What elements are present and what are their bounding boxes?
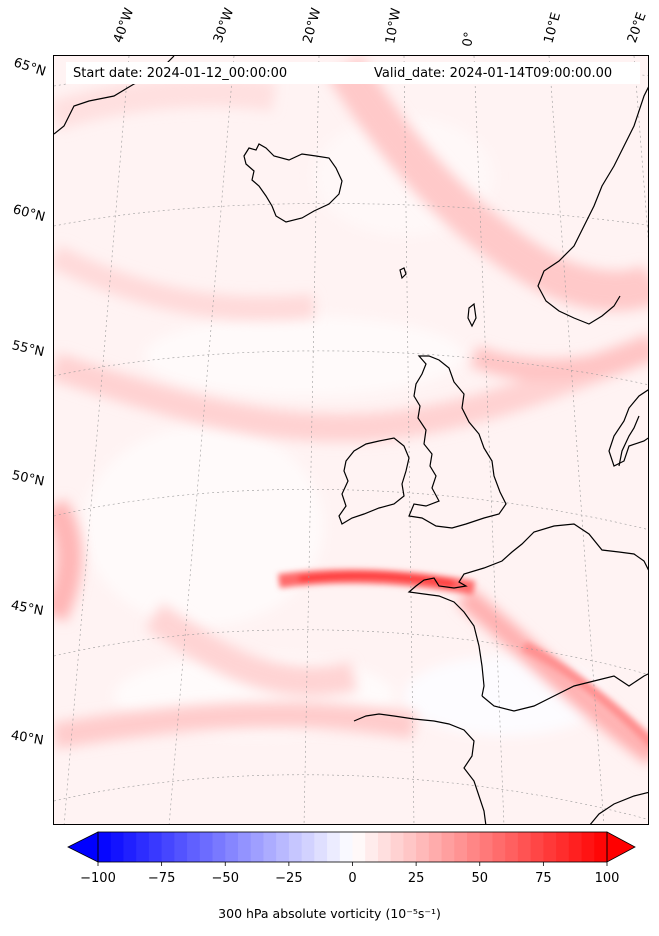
colorbar-units: (10⁻⁵s⁻¹): [385, 906, 441, 921]
colorbar-tick-label: 75: [535, 871, 552, 886]
coast-great-britain: [408, 355, 507, 529]
colorbar-cell: [428, 832, 443, 862]
start-date-label: Start date: 2024-01-12_00:00:00: [73, 66, 288, 81]
coast-iberia: [353, 713, 487, 824]
colorbar-tick-label: 25: [407, 871, 425, 886]
colorbar-cell: [263, 832, 277, 862]
colorbar-cell: [594, 832, 608, 862]
colorbar-cell: [187, 832, 201, 862]
colorbar-title: 300 hPa absolute vorticity (10⁻⁵s⁻¹): [0, 906, 659, 921]
coast-norway: [537, 86, 648, 325]
colorbar-cell: [556, 832, 570, 862]
colorbar-cell: [250, 832, 264, 862]
colorbar-tick-label: −50: [211, 871, 239, 886]
colorbar-tick-label: 0: [348, 871, 357, 886]
colorbar-cell: [110, 832, 124, 862]
colorbar-cell: [467, 832, 481, 862]
colorbar-cell: [136, 832, 150, 862]
colorbar-cell: [505, 832, 519, 862]
colorbar-extend-min: [67, 831, 99, 863]
colorbar-cell: [276, 832, 290, 862]
coast-denmark: [618, 415, 640, 467]
colorbar-cell: [377, 832, 392, 862]
coast-ireland: [338, 437, 410, 525]
colorbar-cell: [479, 832, 493, 862]
date-banner: Start date: 2024-01-12_00:00:00 Valid_da…: [66, 62, 640, 84]
colorbar-cell: [237, 832, 252, 862]
colorbar-cell: [365, 832, 379, 862]
coast-north-africa: [589, 791, 648, 824]
colorbar-cell: [301, 832, 315, 862]
colorbar-cell: [403, 832, 417, 862]
colorbar-cell: [327, 832, 341, 862]
field-vorticity-bands: [54, 56, 648, 765]
coast-faroe: [399, 267, 407, 280]
gridlines: [54, 56, 648, 824]
colorbar-cell: [199, 832, 214, 862]
colorbar-cell: [98, 832, 112, 862]
colorbar-cell: [314, 832, 328, 862]
colorbar-tick-label: −75: [147, 871, 176, 886]
colorbar-ticks: [97, 862, 608, 866]
colorbar-cell: [225, 832, 239, 862]
colorbar-tick-label: −100: [80, 871, 116, 886]
colorbar-cell: [568, 832, 583, 862]
coast-iceland: [243, 143, 343, 223]
colorbar: [67, 831, 636, 866]
colorbar-cell: [530, 832, 544, 862]
vorticity-map: [54, 56, 648, 824]
colorbar-cell: [517, 832, 532, 862]
colorbar-tick-label: 100: [594, 871, 620, 886]
colorbar-tick-label: 50: [471, 871, 489, 886]
colorbar-cell: [212, 832, 226, 862]
colorbar-cell: [352, 832, 366, 862]
colorbar-cell: [390, 832, 404, 862]
valid-date-label: Valid_date: 2024-01-14T09:00:00.00: [374, 66, 613, 81]
colorbar-cell: [416, 832, 430, 862]
coastlines: [54, 56, 648, 824]
field-low-vorticity: [84, 116, 604, 736]
colorbar-cells: [98, 832, 608, 862]
coast-shetland: [467, 302, 477, 328]
colorbar-cell: [543, 832, 557, 862]
colorbar-cell: [174, 832, 188, 862]
colorbar-cell: [123, 832, 137, 862]
colorbar-cell: [454, 832, 468, 862]
colorbar-cell: [161, 832, 175, 862]
coast-europe: [407, 523, 648, 697]
colorbar-cell: [148, 832, 163, 862]
colorbar-cell: [339, 832, 353, 862]
colorbar-cell: [441, 832, 455, 862]
colorbar-extend-max: [606, 831, 636, 863]
colorbar-tick-label: −25: [275, 871, 303, 886]
colorbar-title-text: 300 hPa absolute vorticity: [218, 906, 382, 921]
coast-mediterranean: [481, 673, 648, 712]
colorbar-cell: [492, 832, 506, 862]
map-area: [53, 55, 649, 825]
colorbar-cell: [288, 832, 303, 862]
coast-sweden: [608, 389, 648, 467]
colorbar-cell: [581, 832, 595, 862]
